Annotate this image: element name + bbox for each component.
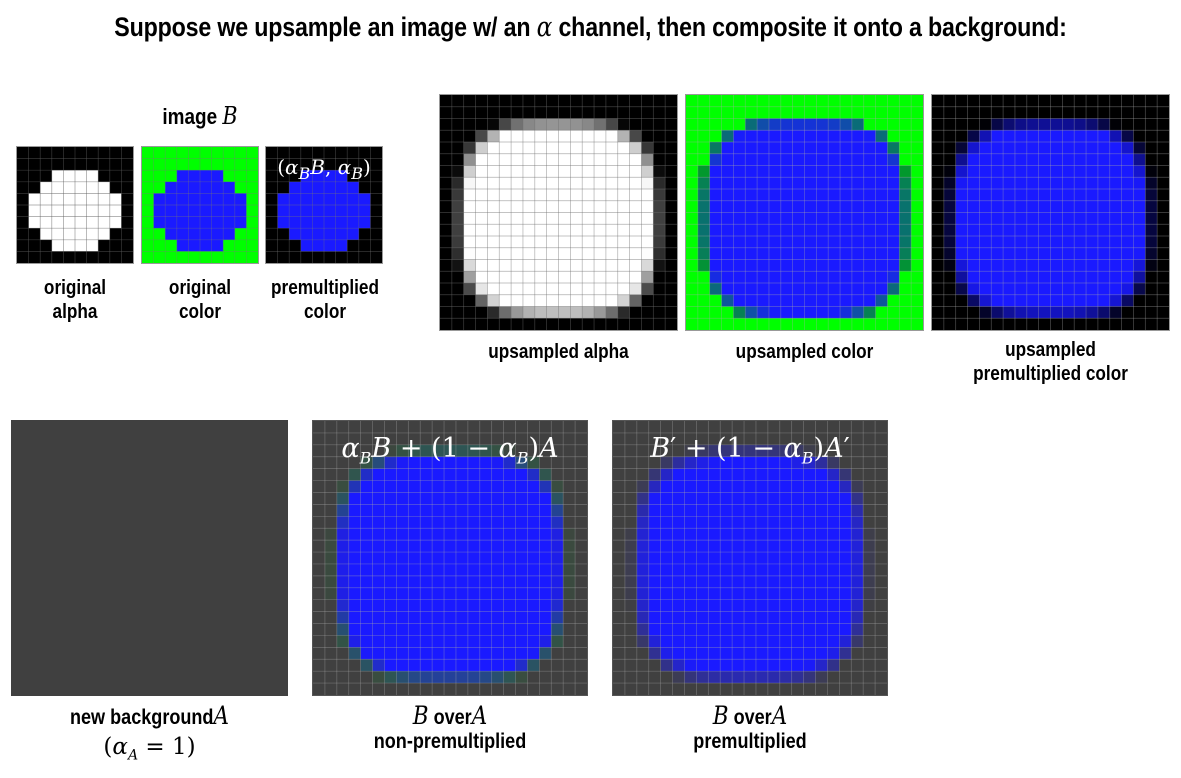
upsampled-color-panel xyxy=(685,94,924,331)
label-premultiplied-color: premultiplied color xyxy=(261,276,390,324)
label-original-alpha: original alpha xyxy=(19,276,131,324)
title-prefix: Suppose we upsample an image w/ an xyxy=(114,12,531,42)
label-b-over-a-nonpremult: B overA non-premultiplied xyxy=(312,701,588,754)
original-color-image xyxy=(142,147,258,263)
non-premultiplied-text: non-premultiplied xyxy=(373,730,527,753)
composite-non-premult-panel: αBB + (1 − αB)A xyxy=(312,420,588,696)
original-alpha-panel xyxy=(16,146,134,264)
image-b-text: image xyxy=(162,104,218,129)
image-b-symbol: B xyxy=(222,102,238,130)
b-symbol: B xyxy=(412,701,429,730)
new-background-panel xyxy=(11,420,288,696)
label-line: premultiplied color xyxy=(973,363,1128,385)
upsampled-alpha-image xyxy=(440,95,677,330)
formula-premult: B′ + (1 − αB)A′ xyxy=(650,433,850,468)
image-b-header: image B xyxy=(140,104,260,129)
upsampled-premult-panel xyxy=(931,94,1170,331)
label-line: alpha xyxy=(52,301,98,323)
upsampled-alpha-panel xyxy=(439,94,678,331)
label-line: upsampled xyxy=(1005,339,1096,361)
b-symbol: B xyxy=(712,701,729,730)
slide-title: Suppose we upsample an image w/ an α cha… xyxy=(83,12,1099,43)
premultiplied-color-panel: (αBB, αB) xyxy=(265,146,383,264)
label-line: original xyxy=(43,277,107,299)
label-line: upsampled alpha xyxy=(488,341,629,363)
a-symbol: A xyxy=(471,701,488,730)
label-new-background: new backgroundA (αA = 1) xyxy=(11,701,288,764)
upsampled-premult-image xyxy=(932,95,1169,330)
premultiplied-color-image xyxy=(266,147,382,263)
composite-non-premult-image xyxy=(313,421,587,695)
label-line: original xyxy=(168,277,232,299)
label-original-color: original color xyxy=(144,276,256,324)
label-line: color xyxy=(303,301,347,323)
new-background-symbol: A xyxy=(213,701,230,730)
label-line: upsampled color xyxy=(735,341,874,363)
label-upsampled-color: upsampled color xyxy=(702,340,908,364)
title-alpha-symbol: α xyxy=(536,12,553,43)
label-line: color xyxy=(178,301,222,323)
label-upsampled-alpha: upsampled alpha xyxy=(456,340,662,364)
premult-formula-small: (αBB, αB) xyxy=(277,155,371,183)
label-line: premultiplied xyxy=(270,277,379,299)
premultiplied-text: premultiplied xyxy=(693,730,807,753)
formula-non-premult: αBB + (1 − αB)A xyxy=(341,433,559,468)
over-word: over xyxy=(433,706,472,729)
original-color-panel xyxy=(141,146,259,264)
label-upsampled-premult: upsampled premultiplied color xyxy=(948,338,1154,386)
upsampled-color-image xyxy=(686,95,923,330)
label-b-over-a-premult: B overA premultiplied xyxy=(612,701,888,754)
alpha-a-equals-1: (αA = 1) xyxy=(103,734,196,764)
over-word: over xyxy=(733,706,772,729)
original-alpha-image xyxy=(17,147,133,263)
title-suffix: channel, then composite it onto a backgr… xyxy=(558,12,1067,42)
composite-premult-panel: B′ + (1 − αB)A′ xyxy=(612,420,888,696)
a-symbol: A xyxy=(771,701,788,730)
composite-premult-image xyxy=(613,421,887,695)
new-background-text: new background xyxy=(69,706,214,729)
